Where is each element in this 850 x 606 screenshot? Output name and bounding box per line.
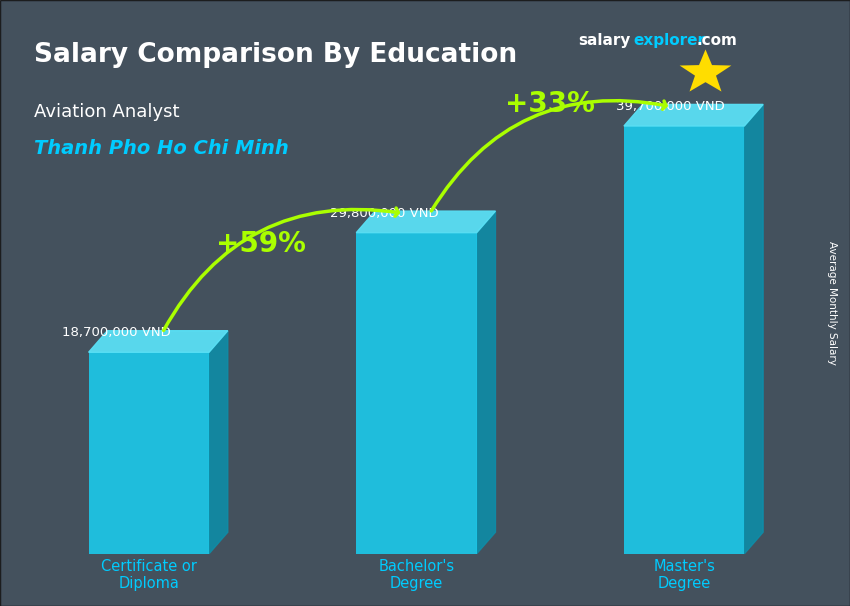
Text: 18,700,000 VND: 18,700,000 VND [62,326,171,339]
Text: Salary Comparison By Education: Salary Comparison By Education [34,42,517,68]
Text: 39,700,000 VND: 39,700,000 VND [616,100,725,113]
Text: explorer: explorer [633,33,706,48]
Polygon shape [680,50,731,92]
Text: .com: .com [697,33,738,48]
FancyBboxPatch shape [624,126,745,554]
Text: +33%: +33% [506,90,595,118]
Text: +59%: +59% [216,230,306,258]
FancyBboxPatch shape [88,352,209,554]
Text: Average Monthly Salary: Average Monthly Salary [827,241,837,365]
Polygon shape [209,331,228,554]
Text: Thanh Pho Ho Chi Minh: Thanh Pho Ho Chi Minh [34,139,289,158]
Polygon shape [477,211,496,554]
Polygon shape [624,104,763,126]
Text: 29,800,000 VND: 29,800,000 VND [330,207,439,220]
Polygon shape [88,331,228,352]
Text: Aviation Analyst: Aviation Analyst [34,103,179,121]
Polygon shape [745,104,763,554]
FancyBboxPatch shape [356,233,477,554]
Polygon shape [356,211,496,233]
Text: salary: salary [578,33,631,48]
